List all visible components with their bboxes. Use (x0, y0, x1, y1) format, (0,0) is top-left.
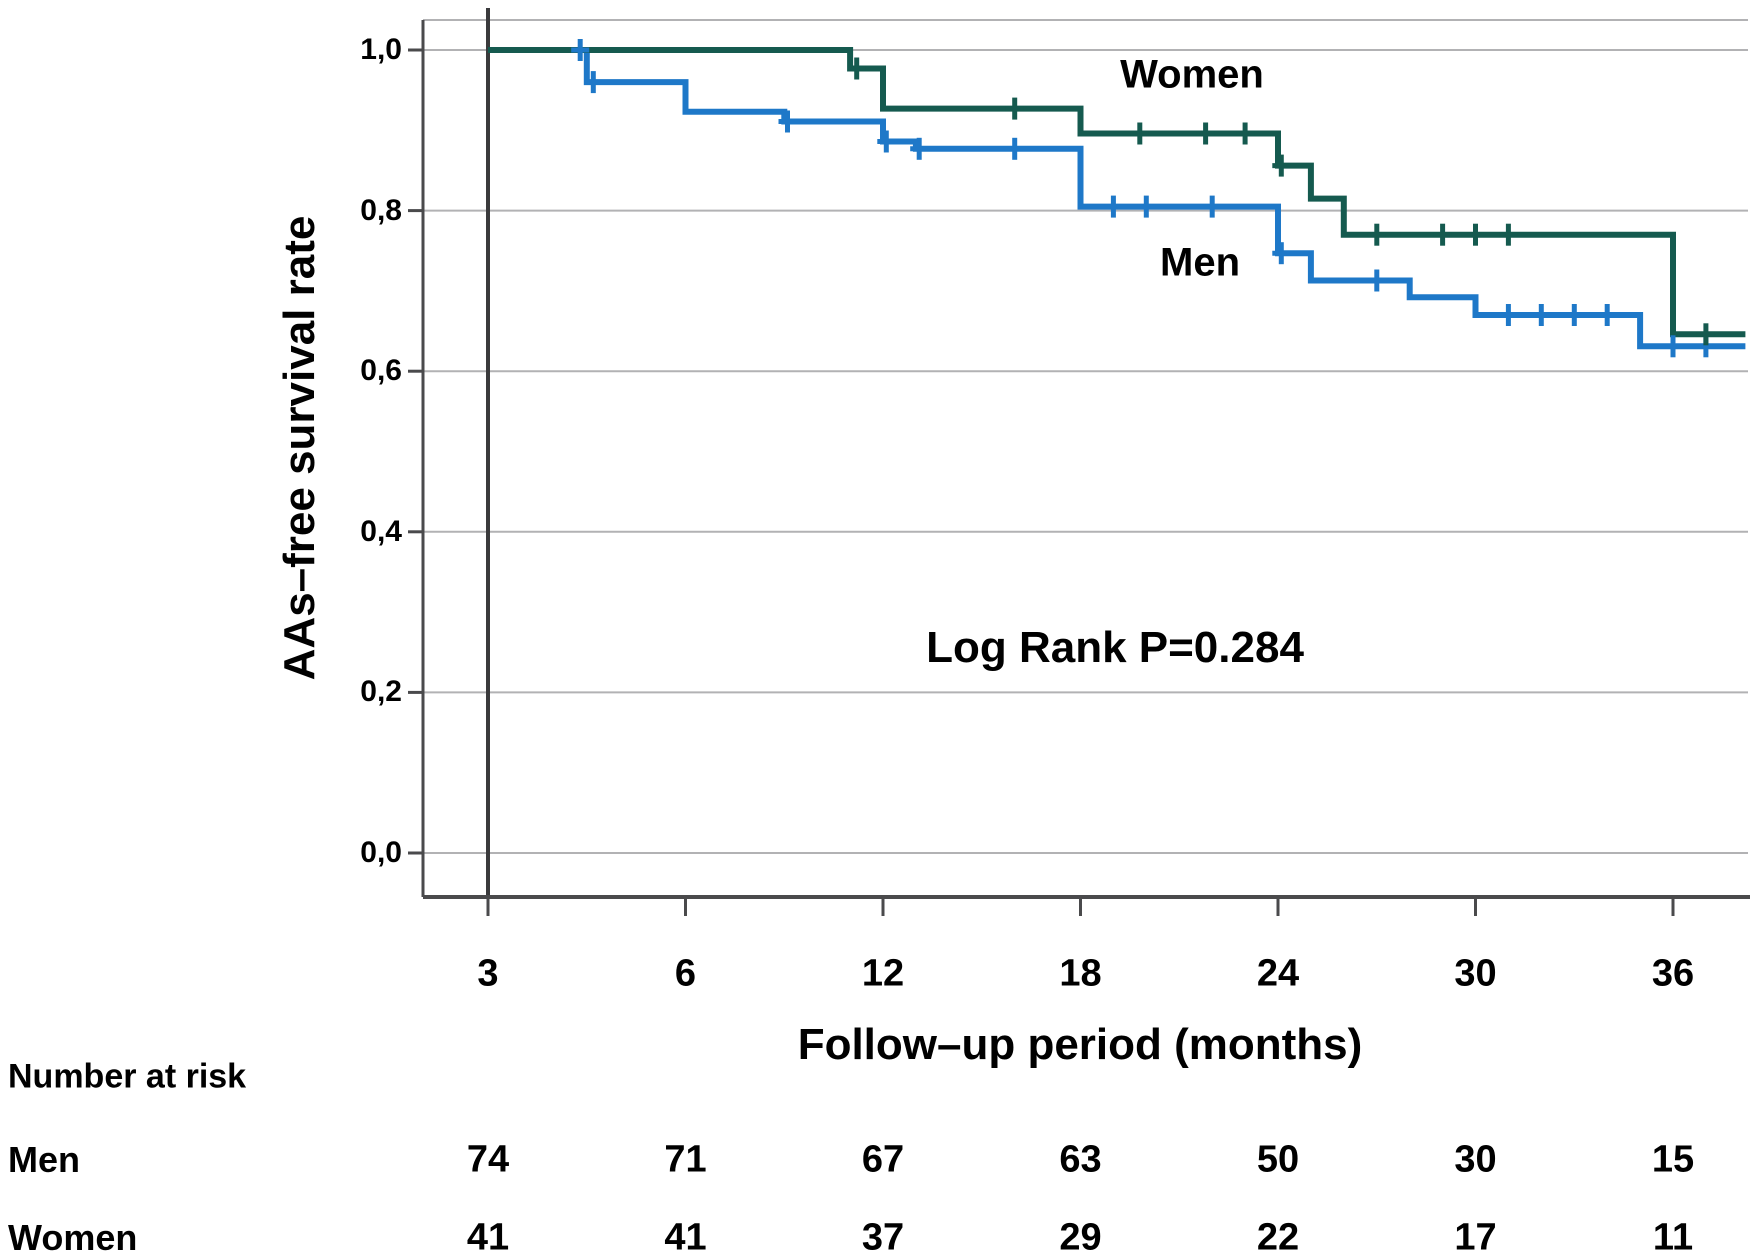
risk-count: 41 (466, 1216, 510, 1259)
curve-label-men: Men (1160, 240, 1240, 285)
risk-count: 30 (1454, 1138, 1497, 1181)
x-tick-label: 3 (477, 952, 499, 995)
risk-row-label: Men (8, 1139, 80, 1180)
logrank-annotation: Log Rank P=0.284 (926, 623, 1304, 672)
risk-count: 15 (1651, 1138, 1695, 1181)
women-censor-marks (847, 57, 1715, 346)
x-tick-label: 12 (861, 952, 905, 995)
risk-count: 29 (1059, 1216, 1102, 1259)
risk-count: 63 (1059, 1138, 1102, 1181)
axes (408, 20, 1750, 916)
risk-table-title: Number at risk (8, 1057, 247, 1096)
x-tick-label: 24 (1256, 952, 1300, 995)
risk-count: 11 (1652, 1216, 1694, 1259)
y-tick-label: 0,8 (360, 193, 402, 227)
y-tick-label: 0,6 (360, 354, 402, 388)
x-axis-title: Follow–up period (months) (797, 1020, 1363, 1069)
risk-count: 50 (1256, 1138, 1300, 1181)
y-tick-label: 0,0 (360, 836, 402, 869)
y-tick-label: 0,4 (360, 514, 402, 548)
y-tick-label: 1,0 (360, 33, 402, 66)
women-curve (488, 47, 1746, 338)
y-axis-title: AAs–free survival rate (275, 215, 324, 681)
risk-row-label: Women (8, 1217, 138, 1258)
risk-count: 41 (664, 1216, 707, 1259)
risk-count: 37 (861, 1216, 905, 1259)
x-tick-label: 30 (1454, 952, 1497, 995)
x-tick-label: 36 (1651, 952, 1695, 995)
curve-label-women: Women (1120, 52, 1264, 97)
x-tick-label: 6 (674, 952, 697, 995)
risk-count: 71 (664, 1138, 707, 1181)
men-censor-marks (571, 39, 1715, 358)
x-tick-label: 18 (1059, 952, 1102, 995)
risk-count: 17 (1454, 1216, 1497, 1259)
men-curve (488, 47, 1746, 350)
risk-count: 67 (861, 1138, 905, 1181)
risk-count: 22 (1256, 1216, 1300, 1259)
risk-count: 74 (466, 1138, 510, 1181)
y-tick-label: 0,2 (360, 675, 402, 709)
gridlines (423, 19, 1748, 854)
